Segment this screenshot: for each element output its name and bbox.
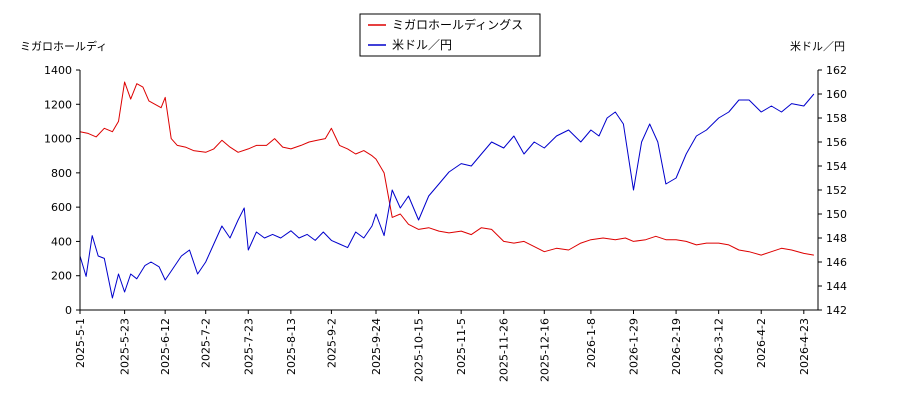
axes: 0 200 400 600 800 1000 1200 1400 142 144 146 148 150…	[44, 64, 847, 382]
left-axis-title: ミガロホールディ	[20, 39, 107, 53]
left-tick-label: 200	[51, 270, 72, 283]
left-tick-label: 1000	[44, 133, 72, 146]
right-tick-label: 150	[826, 208, 847, 221]
x-tick-label: 2025-9-24	[370, 318, 383, 375]
right-tick-label: 144	[826, 280, 847, 293]
x-tick-label: 2025-5-23	[119, 318, 132, 375]
x-tick-label: 2026-1-29	[628, 318, 641, 375]
legend-label-stock: ミガロホールディングス	[392, 17, 523, 32]
series-line-stock	[79, 81, 814, 256]
x-tick-label: 2025-12-16	[538, 318, 551, 382]
right-tick-label: 142	[826, 304, 847, 317]
left-tick-label: 400	[51, 235, 72, 248]
x-tick-label: 2026-2-19	[670, 318, 683, 375]
x-tick-label: 2026-3-12	[713, 318, 726, 375]
x-tick-label: 2026-4-2	[755, 318, 768, 368]
right-tick-label: 162	[826, 64, 847, 77]
x-tick-label: 2025-9-2	[325, 318, 338, 368]
right-tick-label: 152	[826, 184, 847, 197]
right-tick-label: 146	[826, 256, 847, 269]
x-tick-label: 2026-1-8	[585, 318, 598, 368]
left-tick-label: 0	[65, 304, 72, 317]
x-tick-label: 2025-8-13	[285, 318, 298, 375]
x-tick-label: 2025-5-1	[74, 318, 87, 368]
left-tick-label: 1400	[44, 64, 72, 77]
right-tick-label: 148	[826, 232, 847, 245]
right-axis-title: 米ドル／円	[790, 40, 845, 53]
legend: ミガロホールディングス 米ドル／円	[359, 13, 541, 57]
right-tick-label: 160	[826, 88, 847, 101]
right-tick-label: 154	[826, 160, 847, 173]
legend-label-usdjpy: 米ドル／円	[392, 38, 452, 52]
left-tick-label: 800	[51, 167, 72, 180]
left-tick-label: 1200	[44, 98, 72, 111]
x-tick-label: 2025-11-26	[498, 318, 511, 382]
left-tick-label: 600	[51, 201, 72, 214]
x-tick-label: 2025-7-2	[200, 318, 213, 368]
x-tick-label: 2025-10-15	[413, 318, 426, 382]
legend-box	[359, 13, 541, 57]
x-tick-label: 2025-11-5	[455, 318, 468, 375]
x-tick-label: 2025-6-12	[159, 318, 172, 375]
right-tick-label: 156	[826, 136, 847, 149]
x-tick-label: 2026-4-23	[798, 318, 811, 375]
plot-area	[79, 81, 815, 299]
x-tick-label: 2025-7-23	[242, 318, 255, 375]
right-tick-label: 158	[826, 112, 847, 125]
series-line-usdjpy	[79, 93, 815, 299]
